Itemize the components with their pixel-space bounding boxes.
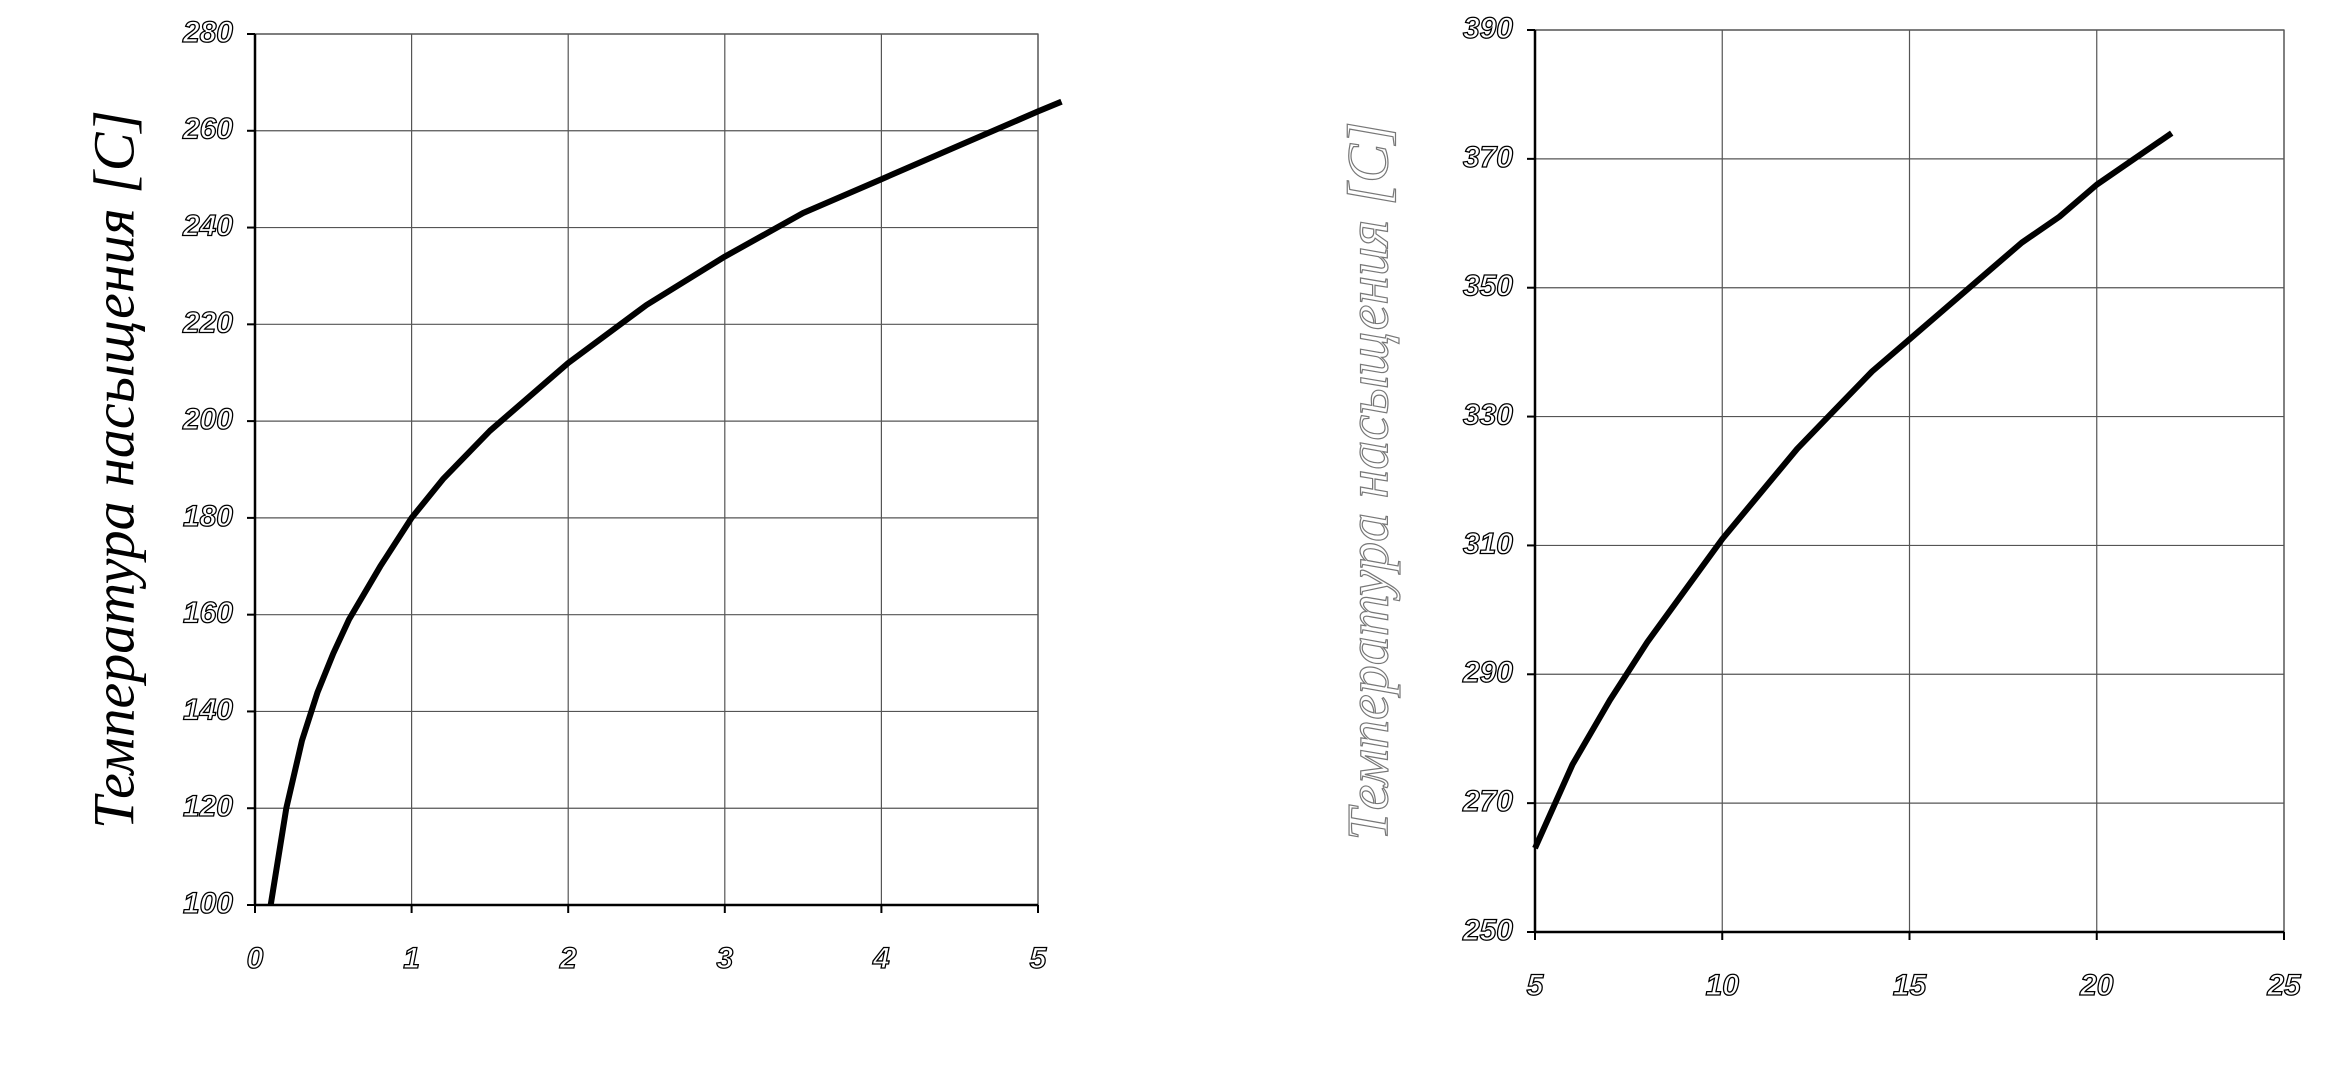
y-tick-label: 280: [182, 16, 233, 49]
x-tick-label: 5: [1030, 942, 1048, 975]
y-tick-label: 160: [183, 597, 233, 630]
y-tick-label: 250: [1462, 914, 1513, 947]
y-tick-label: 310: [1463, 527, 1513, 560]
x-tick-label: 1: [403, 942, 420, 975]
y-tick-label: 220: [182, 306, 233, 339]
x-tick-label: 5: [1527, 969, 1545, 1002]
y-tick-label: 260: [182, 113, 233, 146]
y-tick-label: 140: [183, 693, 233, 726]
data-line: [1532, 130, 2174, 850]
x-tick-label: 10: [1706, 969, 1740, 1002]
y-tick-label: 290: [1462, 656, 1513, 689]
y-tick-label: 120: [183, 790, 233, 823]
x-tick-label: 20: [2079, 969, 2114, 1002]
y-tick-label: 200: [182, 403, 233, 436]
y-tick-label: 100: [183, 887, 233, 920]
y-tick-label: 370: [1463, 141, 1513, 174]
x-tick-label: 0: [247, 942, 264, 975]
y-tick-label: 240: [182, 209, 233, 242]
x-tick-label: 15: [1893, 969, 1928, 1002]
y-tick-label: 270: [1462, 785, 1513, 818]
y-tick-label: 390: [1463, 12, 1513, 45]
y-axis-label: Температура насыщения [C]: [81, 110, 146, 829]
x-tick-label: 2: [559, 942, 577, 975]
data-line: [267, 98, 1063, 906]
y-tick-label: 350: [1463, 270, 1513, 303]
y-tick-label: 330: [1463, 398, 1513, 431]
x-tick-label: 25: [2266, 969, 2302, 1002]
x-tick-label: 3: [716, 942, 733, 975]
x-tick-label: 4: [872, 942, 890, 975]
y-tick-label: 180: [183, 500, 233, 533]
y-axis-label: Температура насыщения [C]: [1335, 122, 1400, 841]
